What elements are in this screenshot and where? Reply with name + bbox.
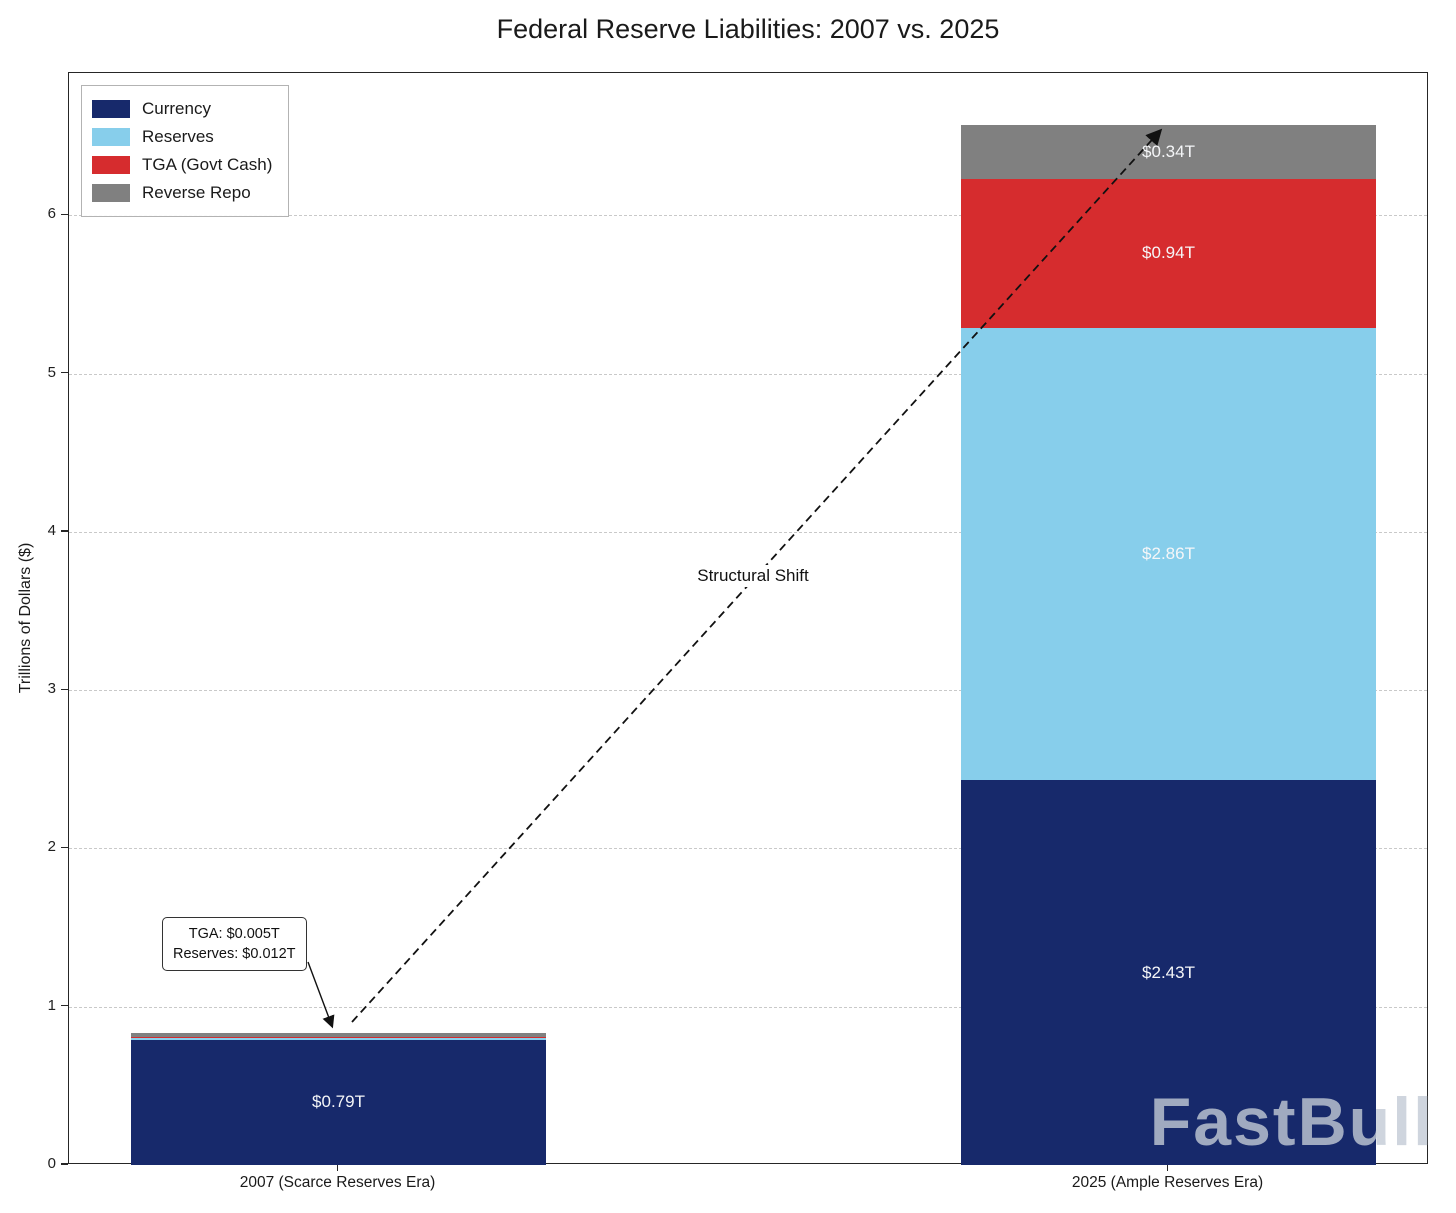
y-tick-label: 4 (47, 521, 56, 539)
y-tick-mark (61, 846, 68, 849)
bar-value-label: $0.34T (1142, 142, 1195, 162)
bar-value-label: $0.94T (1142, 243, 1195, 263)
y-tick-label: 5 (47, 363, 56, 381)
chart-title: Federal Reserve Liabilities: 2007 vs. 20… (496, 14, 1000, 44)
y-tick-label: 0 (47, 1155, 56, 1172)
callout-line-reserves: Reserves: $0.012T (173, 946, 296, 962)
y-tick-mark (61, 1005, 68, 1007)
y-tick-mark (61, 371, 68, 374)
bar-segment-reserves-2025: $2.86T (961, 327, 1376, 781)
legend-item-tga-govt-cash: TGA (Govt Cash) (92, 151, 272, 179)
legend-item-currency: Currency (92, 95, 272, 123)
bar-segment-reserves-2007 (131, 1038, 546, 1040)
y-axis-label: Trillions of Dollars ($) (17, 542, 34, 694)
y-tick-mark (61, 688, 68, 690)
y-tick-mark (61, 530, 68, 532)
legend-label: Reserves (142, 127, 214, 146)
bar-segment-tga-govt-cash-2007 (131, 1037, 546, 1039)
bar-segment-tga-govt-cash-2025: $0.94T (961, 179, 1376, 328)
bar-value-label: $0.79T (312, 1092, 365, 1112)
callout-annotation-box: TGA: $0.005T Reserves: $0.012T (162, 917, 307, 971)
watermark: FastBull (1149, 1084, 1434, 1160)
legend-label: Reverse Repo (142, 183, 251, 202)
legend: Currency Reserves TGA (Govt Cash) Reverse R… (81, 85, 290, 217)
reverse-repo-swatch (92, 184, 130, 202)
legend-label: TGA (Govt Cash) (142, 155, 273, 174)
y-tick-mark (61, 1163, 68, 1165)
bar-value-label: $2.86T (1142, 544, 1195, 564)
bar-segment-reverse-repo-2025: $0.34T (961, 125, 1376, 180)
y-tick-label: 2 (47, 838, 56, 856)
y-tick-label: 6 (47, 205, 56, 223)
x-tick-mark (336, 1164, 339, 1171)
bar-value-label: $2.43T (1142, 962, 1195, 982)
y-tick-mark (61, 213, 68, 216)
x-tick-label: 2025 (Ample Reserves Era) (1071, 1174, 1264, 1191)
bar-segment-reverse-repo-2007 (131, 1032, 546, 1038)
x-tick-mark (1166, 1164, 1169, 1171)
legend-item-reserves: Reserves (92, 123, 272, 151)
currency-swatch (92, 100, 130, 118)
structural-shift-label: Structural Shift (689, 565, 817, 587)
plot-area: Currency Reserves TGA (Govt Cash) Reverse R… (68, 72, 1428, 1165)
y-tick-label: 3 (47, 680, 56, 698)
x-tick-label: 2007 (Scarce Reserves Era) (239, 1174, 436, 1191)
reserves-swatch (92, 128, 130, 146)
legend-item-reverse-repo: Reverse Repo (92, 179, 272, 207)
bar-segment-currency-2007: $0.79T (131, 1039, 546, 1165)
callout-line-tga: TGA: $0.005T (188, 926, 280, 942)
tga-govt-cash-swatch (92, 156, 130, 174)
y-tick-label: 1 (47, 996, 56, 1014)
legend-label: Currency (142, 99, 211, 118)
